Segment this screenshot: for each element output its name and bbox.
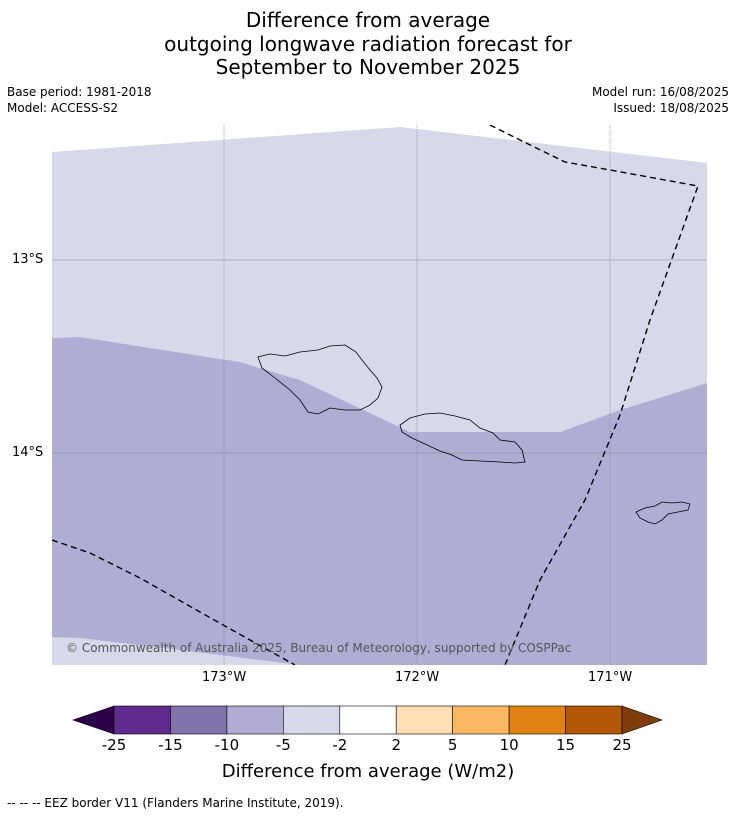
colorbar-segment (395, 705, 453, 735)
colorbar-segment (565, 705, 623, 735)
colorbar-tick-label: -15 (158, 736, 183, 754)
upolu-island (399, 412, 526, 464)
tutuila-island (635, 501, 691, 525)
eez-legend-footer: -- -- -- EEZ border V11 (Flanders Marine… (7, 796, 344, 810)
colorbar-tick-label: 10 (499, 736, 519, 754)
lon-label-173w: 173°W (202, 670, 247, 685)
model-name: Model: ACCESS-S2 (7, 101, 119, 115)
map-title-line-1: Difference from average (245, 8, 491, 32)
colorbar-tick-label: -5 (275, 736, 291, 754)
eez-border-southwest (52, 539, 296, 665)
colorbar-tick-label: -2 (332, 736, 348, 754)
colorbar-tick-label: -10 (214, 736, 240, 754)
region-light-category (52, 127, 707, 432)
colorbar-segment (226, 705, 284, 735)
colorbar-segment (508, 705, 566, 735)
savaii-island (257, 344, 383, 415)
issued-date: Issued: 18/08/2025 (613, 101, 729, 115)
colorbar-arrow-low (72, 705, 115, 735)
colorbar-tick-label: 2 (391, 736, 401, 754)
colorbar-segment (283, 705, 341, 735)
map-title-line-2: outgoing longwave radiation forecast for (164, 32, 572, 56)
lat-label-14s: 14°S (12, 445, 44, 460)
colorbar-segment (113, 705, 171, 735)
lon-label-172w: 172°W (395, 670, 440, 685)
colorbar-tick-label: 25 (612, 736, 632, 754)
colorbar-segment (452, 705, 510, 735)
region-mid-category (52, 337, 707, 665)
colorbar (72, 705, 663, 735)
colorbar-label: Difference from average (W/m2) (221, 761, 515, 782)
model-run: Model run: 16/08/2025 (591, 85, 729, 99)
map-title-line-3: September to November 2025 (215, 55, 521, 79)
colorbar-tick-label: 15 (556, 736, 576, 754)
colorbar-segment (170, 705, 228, 735)
colorbar-arrow-high (621, 705, 663, 735)
colorbar-tick-label: 5 (447, 736, 458, 754)
copyright-notice: © Commonwealth of Australia 2025, Bureau… (66, 641, 572, 655)
colorbar-segment (339, 705, 397, 735)
map-plot-area (52, 125, 707, 665)
region-light-bottom (52, 637, 300, 665)
lat-label-13s: 13°S (12, 252, 44, 267)
colorbar-tick-label: -25 (101, 736, 127, 754)
lon-label-171w: 171°W (588, 670, 633, 685)
base-period: Base period: 1981-2018 (7, 85, 152, 99)
